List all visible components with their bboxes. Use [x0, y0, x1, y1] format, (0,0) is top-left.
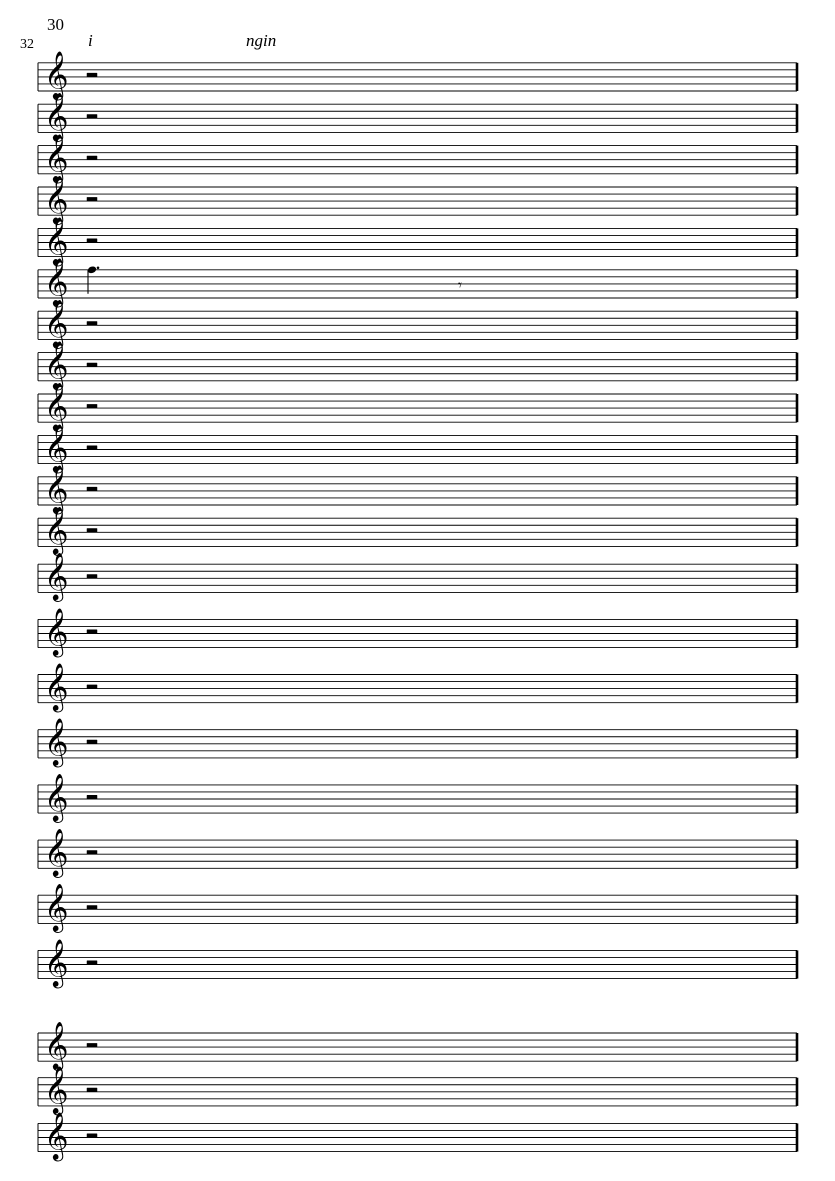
svg-text:𝄞: 𝄞: [44, 938, 69, 988]
svg-text:i: i: [88, 31, 93, 50]
svg-text:𝄞: 𝄞: [44, 607, 69, 657]
svg-text:𝄾: 𝄾: [458, 278, 462, 294]
svg-text:𝄞: 𝄞: [44, 662, 69, 712]
svg-text:𝄞: 𝄞: [44, 883, 69, 933]
svg-text:𝄞: 𝄞: [44, 773, 69, 823]
svg-text:𝄞: 𝄞: [44, 828, 69, 878]
svg-text:32: 32: [20, 37, 34, 52]
svg-text:𝄞: 𝄞: [44, 1021, 69, 1071]
svg-text:𝄞: 𝄞: [44, 552, 69, 602]
svg-text:𝄞: 𝄞: [44, 1111, 69, 1161]
svg-text:𝄞: 𝄞: [44, 718, 69, 768]
svg-text:𝄞: 𝄞: [44, 1066, 69, 1116]
svg-text:30: 30: [47, 15, 64, 34]
svg-text:ngin: ngin: [246, 31, 276, 50]
svg-text:𝄞: 𝄞: [44, 506, 69, 556]
